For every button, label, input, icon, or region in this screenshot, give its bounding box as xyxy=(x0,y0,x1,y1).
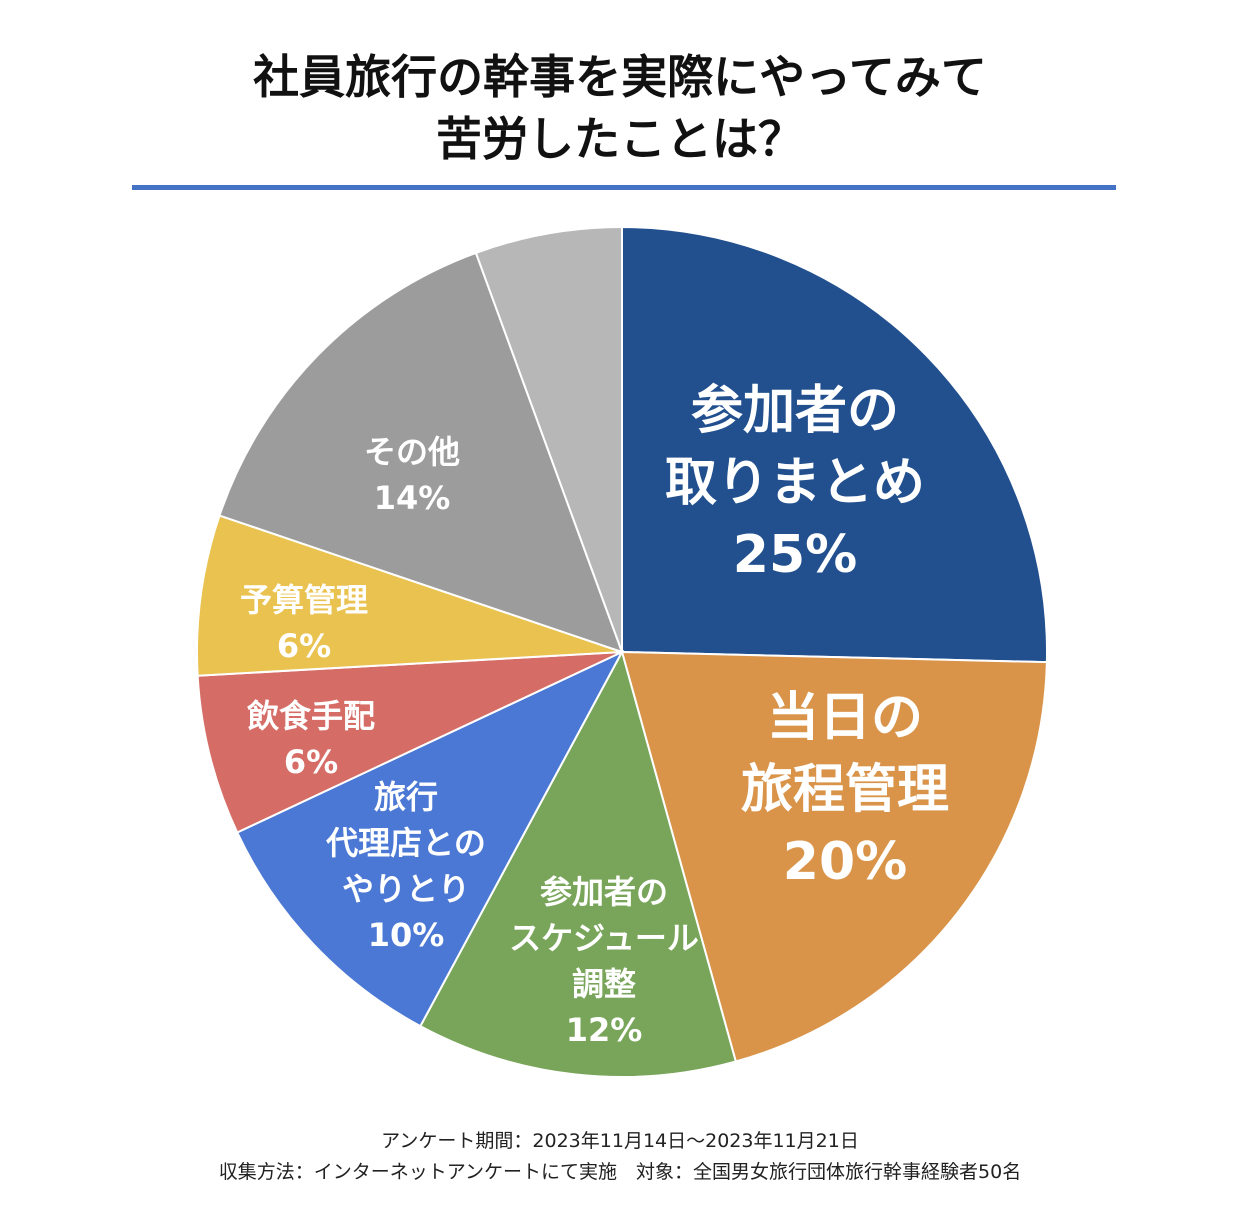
pie-slice-food-arrangement xyxy=(196,651,623,834)
slice-label-line: その他 xyxy=(364,433,460,471)
slice-label-line: 20% xyxy=(783,832,907,892)
slice-label-gathering-participants: 参加者の取りまとめ 25% xyxy=(665,381,925,585)
slice-label-line: 取りまとめ xyxy=(665,453,925,513)
slice-label-line: 6% xyxy=(277,627,331,665)
survey-method: 収集方法：インターネットアンケートにて実施 対象：全国男女旅行団体旅行幹事経験者… xyxy=(218,1161,1022,1183)
slice-label-line: 参加者の xyxy=(540,873,668,911)
pie-slice-travel-agency xyxy=(235,649,625,1028)
slice-label-line: 10% xyxy=(368,916,445,954)
pie-slice-other xyxy=(218,251,624,654)
slice-label-day-itinerary: 当日の旅程管理 20% xyxy=(741,688,949,892)
pie-slices xyxy=(196,225,1048,1078)
slice-label-other: その他 14% xyxy=(364,433,460,517)
slice-label-line: 当日の xyxy=(767,688,923,748)
pie-slice-day-itinerary xyxy=(620,650,1048,1063)
pie-slice-gathering-participants xyxy=(621,225,1048,664)
slice-label-food-arrangement: 飲食手配 6% xyxy=(247,697,375,781)
pie-chart: 参加者の取りまとめ 25%当日の旅程管理 20%参加者のスケジュール調整 12%旅行代… xyxy=(196,225,1048,1078)
slice-label-line: 代理店との xyxy=(325,824,486,862)
slice-label-line: スケジュール xyxy=(509,919,699,957)
chart-title: 社員旅行の幹事を実際にやってみて 苦労したことは？ xyxy=(0,46,1240,170)
chart-title-line-2: 苦労したことは？ xyxy=(436,112,804,166)
survey-period: アンケート期間：2023年11月14日〜2023年11月21日 xyxy=(381,1130,859,1152)
slice-label-line: 14% xyxy=(374,479,451,517)
slice-label-participant-schedule: 参加者のスケジュール調整 12% xyxy=(509,873,699,1049)
slice-label-line: 予算管理 xyxy=(240,581,368,619)
title-divider xyxy=(132,185,1116,190)
slice-label-line: 調整 xyxy=(572,965,636,1003)
slice-label-line: 6% xyxy=(284,743,338,781)
slice-label-line: 12% xyxy=(566,1011,643,1049)
slice-label-budget-management: 予算管理 6% xyxy=(240,581,368,665)
pie-slice-unlabeled xyxy=(474,225,623,653)
slice-label-line: やりとり xyxy=(342,870,470,908)
pie-labels: 参加者の取りまとめ 25%当日の旅程管理 20%参加者のスケジュール調整 12%旅行代… xyxy=(240,381,949,1049)
slice-label-line: 飲食手配 xyxy=(247,697,375,735)
slice-label-line: 旅行 xyxy=(374,778,438,816)
slice-label-line: 参加者の xyxy=(691,381,899,441)
pie-slice-participant-schedule xyxy=(418,649,738,1078)
slice-label-travel-agency: 旅行代理店とのやりとり 10% xyxy=(325,778,486,954)
pie-slice-budget-management xyxy=(196,514,623,677)
slice-label-line: 旅程管理 xyxy=(741,760,949,820)
chart-title-line-1: 社員旅行の幹事を実際にやってみて xyxy=(253,50,987,104)
slice-label-line: 25% xyxy=(733,525,857,585)
